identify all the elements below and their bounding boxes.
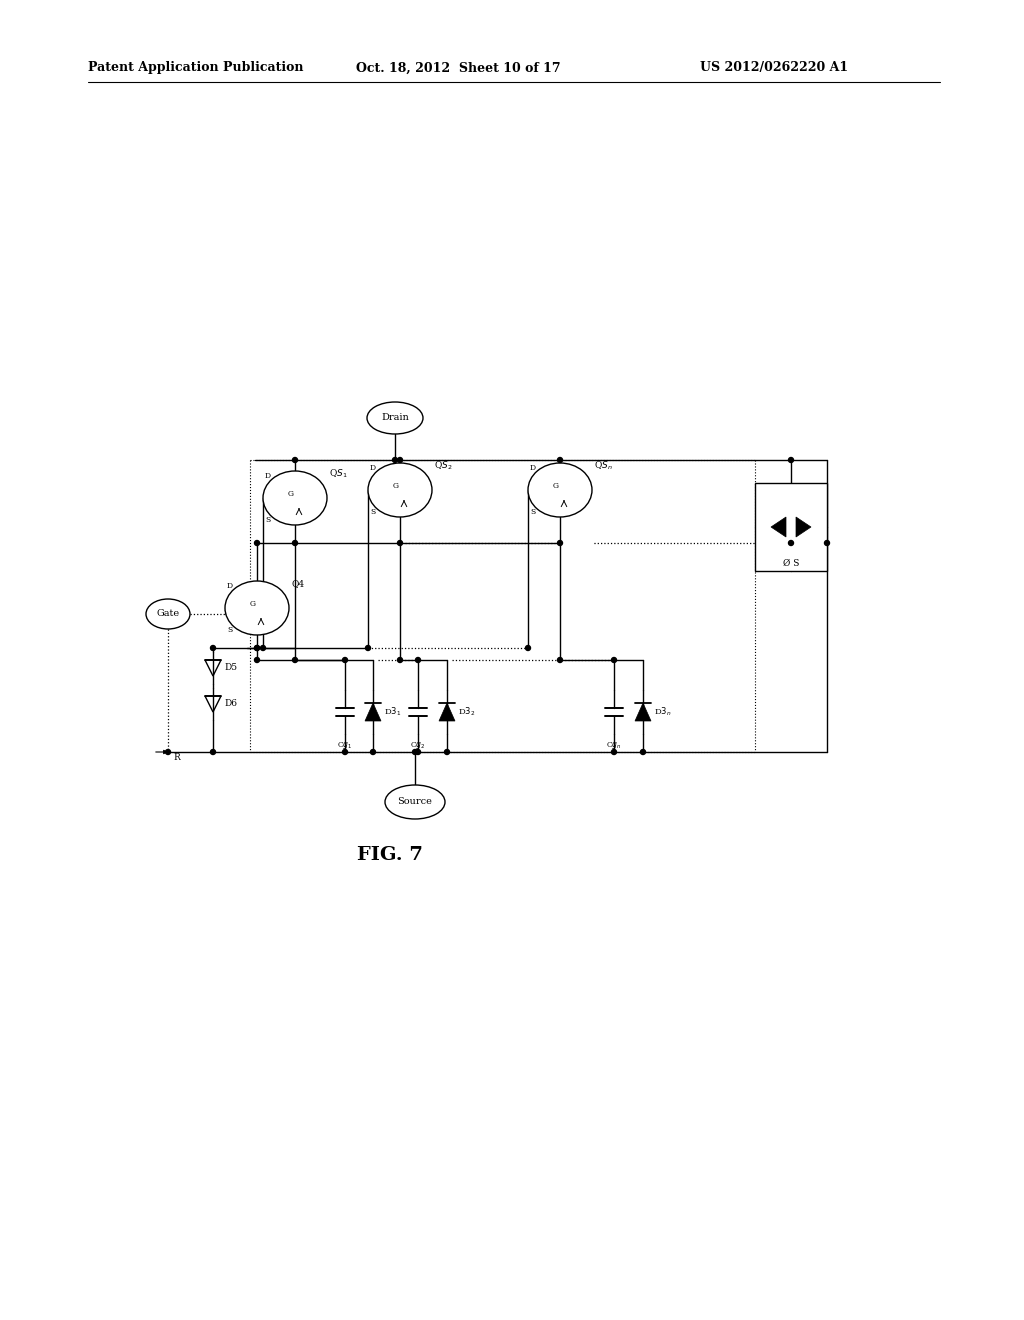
Circle shape bbox=[444, 750, 450, 755]
Text: Drain: Drain bbox=[381, 413, 409, 422]
Text: Q$S_1$: Q$S_1$ bbox=[329, 467, 347, 480]
Ellipse shape bbox=[146, 599, 190, 630]
Text: Q$S_n$: Q$S_n$ bbox=[594, 459, 612, 473]
Circle shape bbox=[824, 540, 829, 545]
Circle shape bbox=[211, 750, 215, 755]
Polygon shape bbox=[365, 704, 381, 721]
Ellipse shape bbox=[263, 471, 327, 525]
Text: G: G bbox=[393, 482, 399, 490]
Text: US 2012/0262220 A1: US 2012/0262220 A1 bbox=[700, 62, 848, 74]
Text: S: S bbox=[370, 508, 375, 516]
Text: D: D bbox=[227, 582, 233, 590]
Text: S: S bbox=[265, 516, 270, 524]
Text: S: S bbox=[530, 508, 536, 516]
Circle shape bbox=[557, 657, 562, 663]
Text: D: D bbox=[265, 473, 271, 480]
Circle shape bbox=[397, 458, 402, 462]
Circle shape bbox=[342, 750, 347, 755]
Circle shape bbox=[416, 750, 421, 755]
Text: D: D bbox=[370, 465, 376, 473]
Circle shape bbox=[413, 750, 418, 755]
Text: D5: D5 bbox=[224, 664, 238, 672]
Circle shape bbox=[611, 657, 616, 663]
Polygon shape bbox=[771, 517, 786, 537]
Circle shape bbox=[397, 540, 402, 545]
Text: C$g_n$: C$g_n$ bbox=[606, 741, 622, 751]
Circle shape bbox=[293, 540, 298, 545]
Text: G: G bbox=[250, 601, 256, 609]
Circle shape bbox=[211, 645, 215, 651]
Circle shape bbox=[371, 750, 376, 755]
Circle shape bbox=[255, 540, 259, 545]
Circle shape bbox=[255, 645, 259, 651]
Circle shape bbox=[525, 645, 530, 651]
Ellipse shape bbox=[225, 581, 289, 635]
Ellipse shape bbox=[528, 463, 592, 517]
FancyBboxPatch shape bbox=[755, 483, 827, 572]
Text: D$3_2$: D$3_2$ bbox=[458, 706, 475, 718]
Text: G: G bbox=[553, 482, 559, 490]
Ellipse shape bbox=[385, 785, 445, 818]
Text: D$3_1$: D$3_1$ bbox=[384, 706, 401, 718]
Text: D6: D6 bbox=[224, 700, 237, 709]
Circle shape bbox=[293, 458, 298, 462]
Text: R: R bbox=[173, 754, 180, 763]
Polygon shape bbox=[439, 704, 455, 721]
Text: C$g_2$: C$g_2$ bbox=[411, 741, 426, 751]
Polygon shape bbox=[796, 517, 811, 537]
Text: S: S bbox=[227, 626, 232, 634]
Circle shape bbox=[788, 458, 794, 462]
Circle shape bbox=[260, 645, 265, 651]
Ellipse shape bbox=[367, 403, 423, 434]
Polygon shape bbox=[635, 704, 651, 721]
Text: Q4: Q4 bbox=[291, 579, 304, 589]
Text: Source: Source bbox=[397, 797, 432, 807]
Ellipse shape bbox=[368, 463, 432, 517]
Circle shape bbox=[342, 657, 347, 663]
Text: Ø S: Ø S bbox=[782, 558, 799, 568]
Text: D: D bbox=[530, 465, 537, 473]
Circle shape bbox=[397, 657, 402, 663]
Circle shape bbox=[166, 750, 171, 755]
Text: C$g_1$: C$g_1$ bbox=[337, 741, 353, 751]
Circle shape bbox=[640, 750, 645, 755]
Text: Patent Application Publication: Patent Application Publication bbox=[88, 62, 303, 74]
Circle shape bbox=[255, 645, 259, 651]
Text: Gate: Gate bbox=[157, 610, 179, 619]
Circle shape bbox=[557, 458, 562, 462]
Circle shape bbox=[255, 657, 259, 663]
Circle shape bbox=[611, 750, 616, 755]
Text: Oct. 18, 2012  Sheet 10 of 17: Oct. 18, 2012 Sheet 10 of 17 bbox=[355, 62, 560, 74]
Text: D$3_n$: D$3_n$ bbox=[654, 706, 672, 718]
Circle shape bbox=[788, 540, 794, 545]
Text: FIG. 7: FIG. 7 bbox=[357, 846, 423, 865]
Text: Q$S_2$: Q$S_2$ bbox=[434, 459, 453, 473]
Circle shape bbox=[557, 540, 562, 545]
Circle shape bbox=[366, 645, 371, 651]
Circle shape bbox=[392, 458, 397, 462]
Circle shape bbox=[293, 657, 298, 663]
Circle shape bbox=[416, 657, 421, 663]
Text: G: G bbox=[288, 490, 294, 498]
